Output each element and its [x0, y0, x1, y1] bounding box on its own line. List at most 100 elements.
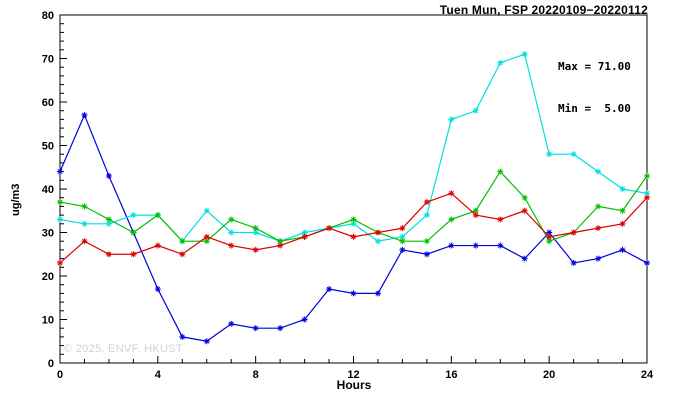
marker-green [399, 238, 406, 245]
series-blue [57, 112, 650, 345]
marker-red [374, 229, 381, 236]
marker-cyan [570, 151, 577, 158]
marker-blue [497, 242, 504, 249]
marker-blue [521, 255, 528, 262]
x-tick-label: 4 [155, 369, 162, 381]
y-tick-label: 40 [42, 184, 54, 196]
marker-green [252, 225, 259, 232]
marker-red [595, 225, 602, 232]
x-tick-label: 0 [57, 369, 63, 381]
y-tick-label: 10 [42, 315, 54, 327]
marker-red [252, 246, 259, 253]
marker-red [546, 233, 553, 240]
y-axis-label: ug/m3 [10, 183, 22, 216]
marker-green [619, 207, 626, 214]
marker-red [57, 259, 63, 266]
chart-title: Tuen Mun, FSP 20220109−20220112 [439, 3, 648, 17]
marker-cyan [521, 51, 528, 58]
y-tick-label: 0 [48, 358, 54, 370]
marker-red [81, 238, 88, 245]
marker-blue [374, 290, 381, 297]
marker-blue [350, 290, 357, 297]
marker-red [423, 199, 430, 206]
marker-green [497, 168, 504, 175]
x-axis-label: Hours [336, 378, 372, 392]
marker-blue [57, 168, 63, 175]
marker-cyan [448, 116, 455, 123]
x-tick-label: 12 [347, 369, 359, 381]
marker-blue [423, 251, 430, 258]
marker-blue [399, 246, 406, 253]
marker-green [81, 203, 88, 210]
marker-green [644, 172, 650, 179]
marker-blue [546, 229, 553, 236]
series-green [57, 168, 650, 245]
marker-red [570, 229, 577, 236]
marker-red [203, 233, 210, 240]
x-tick-label: 8 [253, 369, 259, 381]
y-tick-label: 60 [42, 97, 54, 109]
marker-blue [252, 325, 259, 332]
marker-green [350, 216, 357, 223]
y-axis: 0 10 20 30 40 50 60 70 80 [42, 10, 67, 370]
marker-cyan [57, 216, 63, 223]
marker-blue [326, 286, 333, 293]
marker-red [277, 242, 284, 249]
marker-blue [619, 246, 626, 253]
marker-red [105, 251, 112, 258]
marker-cyan [546, 151, 553, 158]
marker-red [644, 194, 650, 201]
series-line-red [59, 192, 648, 264]
marker-red [154, 242, 161, 249]
marker-cyan [130, 212, 137, 219]
min-value-label: Min = 5.00 [558, 102, 631, 116]
marker-red [619, 220, 626, 227]
marker-cyan [497, 59, 504, 66]
marker-cyan [619, 186, 626, 192]
marker-red [301, 233, 308, 240]
marker-red [497, 216, 504, 223]
marker-green [423, 238, 430, 245]
marker-blue [277, 325, 284, 332]
marker-blue [644, 259, 650, 266]
marker-green [130, 229, 137, 236]
y-tick-label: 70 [42, 54, 54, 66]
marker-red [472, 212, 479, 219]
series-line-green [59, 170, 648, 242]
marker-blue [105, 172, 112, 179]
marker-red [130, 251, 137, 258]
marker-red [448, 190, 455, 197]
marker-red [521, 207, 528, 214]
x-tick-label: 24 [641, 369, 654, 381]
marker-green [57, 199, 63, 206]
x-axis: 0 4 8 12 16 20 24 [57, 356, 654, 381]
marker-red [228, 242, 235, 249]
max-min-annotation: Max = 71.00 Min = 5.00 [558, 31, 631, 145]
y-tick-label: 30 [42, 228, 54, 240]
marker-green [448, 216, 455, 223]
marker-green [203, 238, 210, 245]
watermark: © 2025, ENVF, HKUST [64, 343, 183, 355]
marker-blue [595, 255, 602, 262]
marker-cyan [595, 168, 602, 175]
marker-green [105, 216, 112, 223]
marker-blue [81, 112, 88, 119]
marker-red [399, 225, 406, 232]
marker-blue [570, 259, 577, 266]
marker-cyan [203, 207, 210, 214]
y-tick-label: 20 [42, 271, 54, 283]
marker-cyan [350, 220, 357, 227]
series-red [57, 190, 650, 266]
marker-blue [154, 286, 161, 293]
marker-cyan [423, 212, 430, 219]
marker-red [326, 225, 333, 232]
marker-green [521, 194, 528, 201]
series-line-blue [59, 113, 648, 342]
marker-green [546, 238, 553, 245]
y-tick-label: 80 [42, 10, 54, 22]
marker-blue [448, 242, 455, 249]
marker-blue [301, 316, 308, 323]
marker-cyan [228, 229, 235, 236]
